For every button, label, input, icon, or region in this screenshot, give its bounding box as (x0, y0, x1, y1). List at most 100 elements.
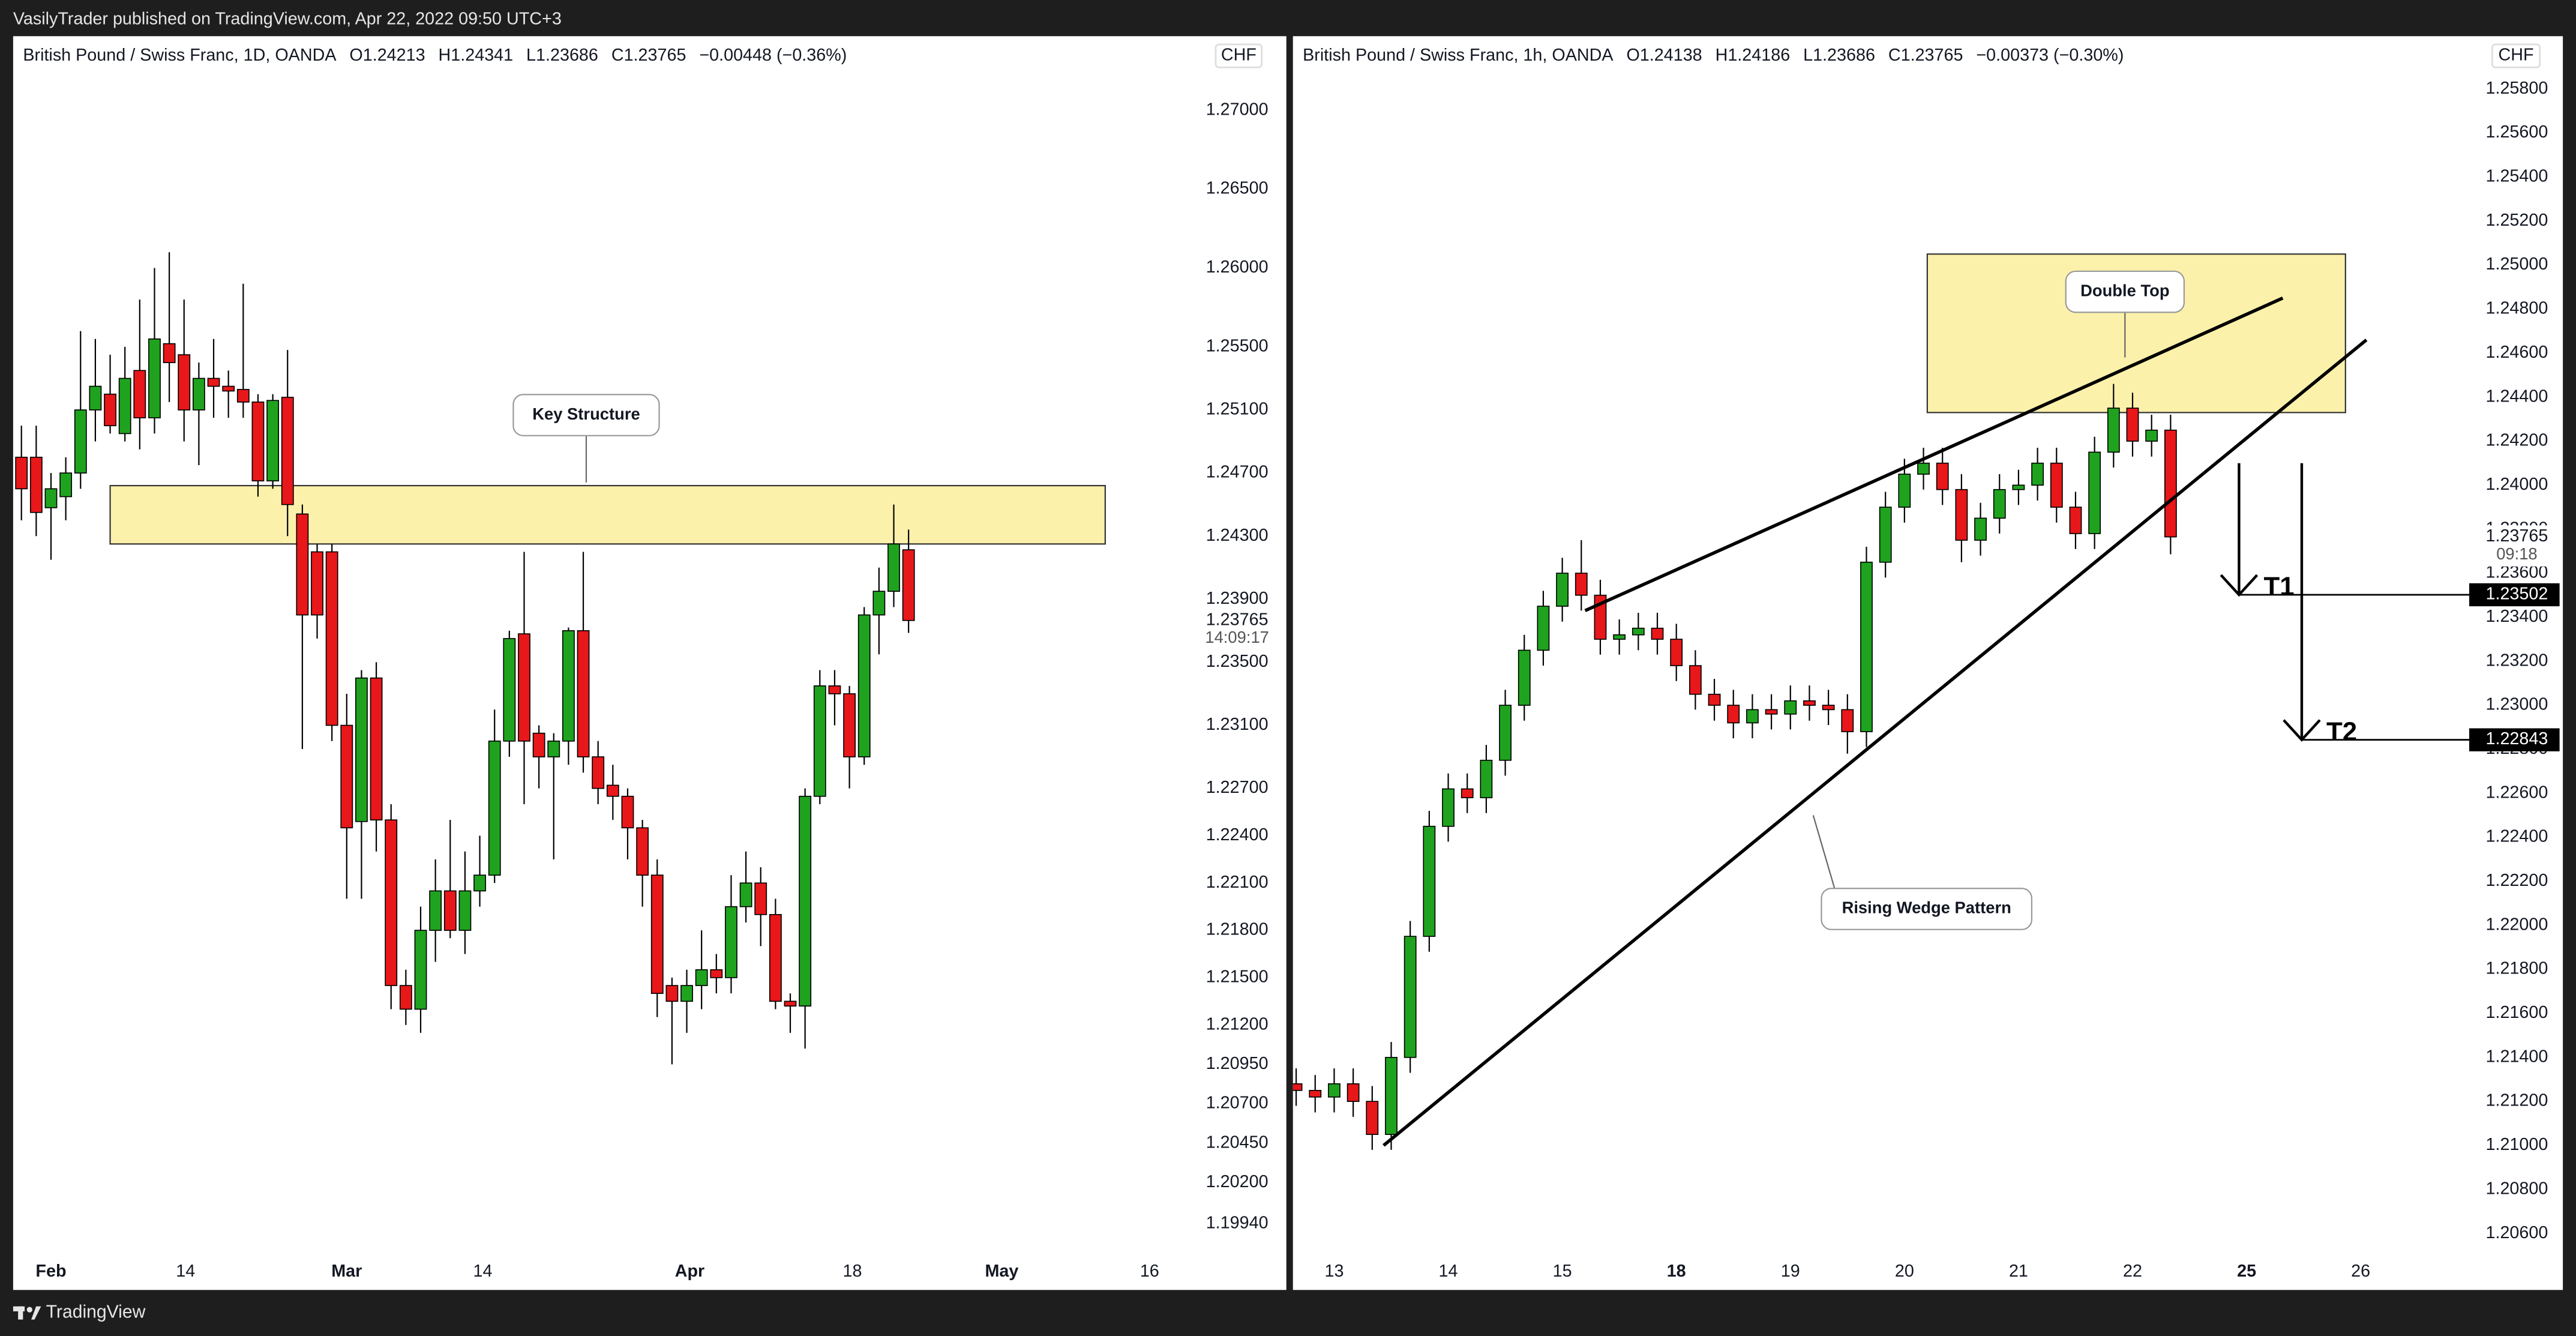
panel-left (13, 36, 1286, 1290)
candle-body (1575, 573, 1588, 596)
candle-body (1556, 573, 1569, 607)
candle-body (1613, 634, 1626, 640)
candle-body (1803, 700, 1816, 706)
candle-body (1822, 705, 1835, 711)
target-name: T2 (2326, 717, 2357, 746)
y-tick-label: 1.25400 (2485, 167, 2548, 186)
candle-body (1423, 825, 1436, 937)
x-tick-label: 16 (1140, 1262, 1159, 1281)
candle-body (754, 882, 767, 915)
ohlc-value: H1.24341 (439, 46, 514, 65)
candle-body (503, 638, 516, 742)
candle-body (769, 913, 782, 1002)
y-tick-label: 1.20200 (1206, 1172, 1268, 1191)
candle-body (1936, 462, 1949, 490)
y-tick-label: 1.24800 (2485, 299, 2548, 318)
candle-body (592, 756, 605, 789)
price-label: 1.22843 (2485, 729, 2548, 748)
y-tick-label: 1.25800 (2485, 79, 2548, 98)
candle-body (828, 685, 841, 694)
x-tick-label: 22 (2123, 1262, 2142, 1281)
callout-box (2065, 270, 2185, 313)
trendline (1383, 339, 2368, 1147)
candle-body (518, 633, 530, 742)
candle-body (650, 874, 664, 994)
y-tick-label: 1.24400 (2485, 387, 2548, 406)
price-box (2469, 583, 2560, 607)
candle-body (104, 393, 116, 427)
chart-title: British Pound / Swiss Franc, 1h, OANDA O1… (1303, 46, 2124, 65)
candle-body (1746, 709, 1759, 724)
candle-body (163, 343, 176, 364)
plot-area (1293, 253, 2368, 1150)
candle-body (148, 338, 161, 418)
candle-body (370, 677, 383, 820)
candle-body (118, 378, 131, 435)
candle-body (1993, 489, 2006, 519)
candle-body (1917, 462, 1930, 475)
last-price-bg (1202, 609, 1283, 651)
x-tick-label: 25 (2237, 1262, 2256, 1281)
candle-body (15, 457, 28, 490)
candle-body (1689, 665, 1702, 695)
candle-body (1309, 1089, 1322, 1098)
candle-body (207, 378, 220, 387)
callout-text: Key Structure (532, 405, 640, 423)
y-tick-label: 1.21600 (2485, 1003, 2548, 1022)
x-tick-label: 18 (843, 1262, 862, 1281)
candle-body (710, 969, 723, 978)
candle-body (902, 549, 915, 621)
candle-body (281, 397, 294, 505)
candle-body (1708, 693, 1721, 706)
candle-body (1898, 474, 1911, 508)
candle-body (2069, 507, 2082, 534)
y-tick-label: 1.20600 (2485, 1223, 2548, 1242)
y-tick-label: 1.23200 (2485, 651, 2548, 670)
candle-body (636, 827, 649, 876)
y-tick-label: 1.24000 (2485, 475, 2548, 494)
y-tick-label: 1.21000 (2485, 1135, 2548, 1154)
plot-area (15, 252, 1106, 1065)
ohlc-value: L1.23686 (526, 46, 598, 65)
candle-body (843, 693, 856, 757)
candle-body (488, 740, 501, 876)
x-tick-label: 14 (1439, 1262, 1458, 1281)
y-tick-label: 1.21500 (1206, 967, 1268, 987)
x-tick-label: 18 (1667, 1262, 1686, 1281)
candle-body (857, 614, 871, 757)
chart: British Pound / Swiss Franc, 1D, OANDA O1… (15, 43, 1283, 1281)
zone (109, 485, 1106, 545)
candle-body (1499, 705, 1512, 761)
y-tick-label: 1.24600 (2485, 343, 2548, 362)
candle-body (1974, 517, 1987, 541)
currency: CHF (1221, 46, 1256, 65)
x-tick-label: 20 (1895, 1262, 1914, 1281)
candle-body (1347, 1083, 1360, 1102)
candle-body (29, 457, 43, 513)
last-price: 1.23765 (1206, 610, 1268, 629)
candle-body (2050, 462, 2063, 508)
y-tick-label: 1.23400 (2485, 607, 2548, 626)
candle-body (458, 890, 472, 931)
last-price: 1.23765 (2485, 526, 2548, 546)
candle-body (429, 890, 442, 931)
trendline (1584, 296, 2284, 612)
y-tick-label: 1.20450 (1206, 1133, 1268, 1152)
candle-body (2031, 462, 2044, 486)
ohlc-value: O1.24213 (349, 46, 425, 65)
candle-body (2088, 451, 2101, 534)
candle-body (621, 795, 634, 829)
symbol: British Pound / Swiss Franc, 1D, OANDA (23, 46, 337, 65)
candle-body (325, 551, 338, 726)
countdown: 14:09:17 (1205, 628, 1269, 646)
y-tick-label: 1.24700 (1206, 463, 1268, 482)
candle-body (385, 819, 398, 986)
candle-body (1765, 709, 1778, 715)
ohlc-value: C1.23765 (611, 46, 686, 65)
candle-body (1632, 627, 1645, 636)
y-tick-label: 1.22100 (1206, 873, 1268, 892)
ohlc-value: C1.23765 (1888, 46, 1963, 65)
candle-body (1404, 936, 1417, 1058)
candle-body (222, 385, 235, 392)
y-tick-label: 1.21200 (1206, 1014, 1268, 1034)
